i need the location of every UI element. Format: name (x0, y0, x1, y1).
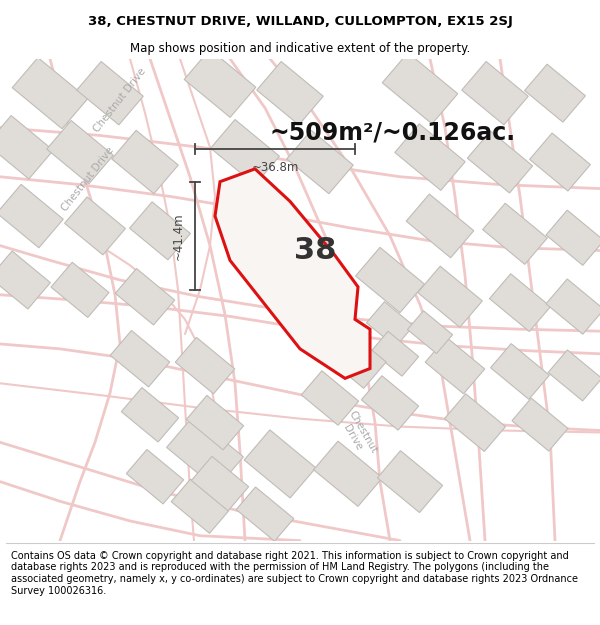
Polygon shape (77, 61, 143, 125)
Polygon shape (184, 49, 256, 118)
Polygon shape (548, 350, 600, 401)
Polygon shape (512, 398, 568, 451)
Polygon shape (257, 61, 323, 125)
Text: Chestnut Drive: Chestnut Drive (92, 66, 148, 134)
Polygon shape (418, 266, 482, 328)
Polygon shape (425, 338, 485, 394)
Polygon shape (167, 416, 244, 489)
Polygon shape (301, 371, 359, 425)
Polygon shape (407, 311, 452, 354)
Polygon shape (12, 58, 88, 129)
Polygon shape (356, 248, 424, 312)
Polygon shape (211, 119, 280, 185)
Polygon shape (462, 61, 528, 125)
Polygon shape (47, 121, 113, 184)
Text: 38, CHESTNUT DRIVE, WILLAND, CULLOMPTON, EX15 2SJ: 38, CHESTNUT DRIVE, WILLAND, CULLOMPTON,… (88, 14, 512, 28)
Polygon shape (546, 210, 600, 266)
Polygon shape (324, 329, 386, 388)
Polygon shape (121, 388, 179, 442)
Polygon shape (530, 133, 590, 191)
Polygon shape (175, 338, 235, 394)
Text: Contains OS data © Crown copyright and database right 2021. This information is : Contains OS data © Crown copyright and d… (11, 551, 578, 596)
Polygon shape (0, 116, 53, 179)
Polygon shape (395, 124, 465, 191)
Polygon shape (110, 331, 170, 387)
Polygon shape (187, 396, 244, 450)
Polygon shape (361, 376, 419, 430)
Polygon shape (51, 262, 109, 318)
Polygon shape (406, 194, 474, 258)
Polygon shape (115, 269, 175, 325)
Text: ~41.4m: ~41.4m (172, 212, 185, 259)
Polygon shape (367, 302, 413, 347)
Text: ~509m²/~0.126ac.: ~509m²/~0.126ac. (270, 121, 516, 144)
Polygon shape (191, 456, 248, 511)
Polygon shape (377, 451, 443, 512)
Text: ~36.8m: ~36.8m (251, 161, 299, 174)
Polygon shape (130, 202, 190, 260)
Text: 38: 38 (294, 236, 336, 265)
Polygon shape (127, 449, 184, 504)
Polygon shape (287, 130, 353, 194)
Polygon shape (467, 131, 533, 193)
Polygon shape (491, 344, 550, 399)
Polygon shape (0, 251, 50, 309)
Polygon shape (215, 169, 370, 378)
Polygon shape (65, 197, 125, 255)
Text: Map shows position and indicative extent of the property.: Map shows position and indicative extent… (130, 42, 470, 55)
Polygon shape (490, 274, 551, 331)
Polygon shape (236, 487, 294, 541)
Polygon shape (171, 479, 229, 533)
Polygon shape (445, 394, 506, 451)
Text: Chestnut Drive: Chestnut Drive (60, 145, 116, 212)
Polygon shape (371, 331, 419, 376)
Polygon shape (546, 279, 600, 334)
Polygon shape (112, 130, 178, 194)
Polygon shape (482, 203, 547, 264)
Polygon shape (244, 430, 316, 498)
Polygon shape (524, 64, 586, 122)
Polygon shape (382, 52, 458, 124)
Text: Chestnut
Drive: Chestnut Drive (337, 409, 379, 461)
Polygon shape (0, 184, 63, 248)
Polygon shape (314, 441, 382, 506)
